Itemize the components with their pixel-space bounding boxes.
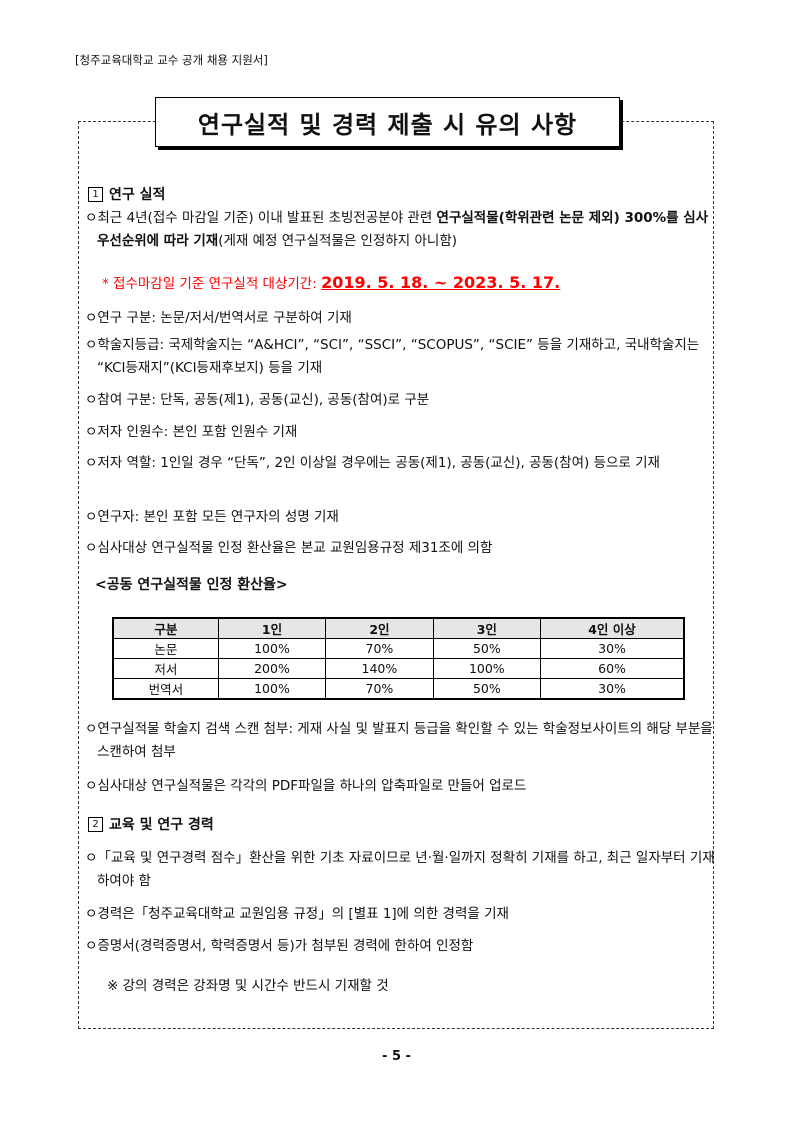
- cell: 30%: [540, 638, 685, 659]
- period-notice: * 접수마감일 기준 연구실적 대상기간: 2019. 5. 18. ~ 202…: [102, 272, 560, 292]
- lecture-note: ※ 강의 경력은 강좌명 및 시간수 반드시 기재할 것: [107, 978, 389, 994]
- list-item: ㅇ저자 인원수: 본인 포함 인원수 기재: [85, 424, 298, 440]
- list-item: ㅇ증명서(경력증명서, 학력증명서 등)가 첨부된 경력에 한하여 인정함: [85, 938, 474, 954]
- header-cell: 2인: [325, 617, 434, 639]
- notice-period: 2019. 5. 18. ~ 2023. 5. 17.: [321, 273, 561, 292]
- cell: 140%: [325, 658, 434, 679]
- list-item: ㅇ「교육 및 연구경력 점수」환산을 위한 기초 자료이므로 년·월·일까지 정…: [85, 850, 715, 889]
- notice-label: * 접수마감일 기준 연구실적 대상기간:: [102, 276, 322, 292]
- cell: 100%: [217, 638, 327, 659]
- cell: 70%: [325, 678, 434, 700]
- header-cell: 4인 이상: [540, 617, 685, 639]
- item-text: (게재 예정 연구실적물은 인정하지 아니함): [218, 233, 458, 249]
- cell: 저서: [112, 658, 219, 679]
- list-item: ㅇ심사대상 연구실적물 인정 환산율은 본교 교원임용규정 제31조에 의함: [85, 540, 493, 556]
- table-header-row: 구분 1인 2인 3인 4인 이상: [112, 617, 685, 639]
- page-title: 연구실적 및 경력 제출 시 유의 사항: [155, 97, 620, 147]
- cell: 30%: [540, 678, 685, 700]
- cell: 70%: [325, 638, 434, 659]
- header-cell: 1인: [217, 617, 327, 639]
- section-title: 연구 실적: [109, 187, 166, 203]
- item-bold-text: 연구실적물(학위관련 논문 제외) 300%를 심사 우선순위에 따라 기재: [97, 210, 709, 249]
- cell: 50%: [432, 638, 542, 659]
- header-cell: 3인: [432, 617, 542, 639]
- table-row: 저서 200% 140% 100% 60%: [112, 658, 685, 679]
- cell: 100%: [432, 658, 542, 679]
- list-item: ㅇ경력은「청주교육대학교 교원임용 규정」의 [별표 1]에 의한 경력을 기재: [85, 906, 509, 922]
- list-item: ㅇ연구자: 본인 포함 모든 연구자의 성명 기재: [85, 509, 339, 525]
- section-number: 2: [88, 816, 103, 832]
- table-caption: <공동 연구실적물 인정 환산율>: [95, 577, 288, 593]
- cell: 50%: [432, 678, 542, 700]
- list-item: ㅇ심사대상 연구실적물은 각각의 PDF파일을 하나의 압축파일로 만들어 업로…: [85, 778, 527, 794]
- list-item: ㅇ저자 역할: 1인일 경우 “단독”, 2인 이상일 경우에는 공동(제1),…: [85, 455, 660, 471]
- cell: 논문: [112, 638, 219, 659]
- section-title: 교육 및 연구 경력: [109, 817, 214, 833]
- table-row: 번역서 100% 70% 50% 30%: [112, 678, 685, 700]
- list-item: ㅇ연구 구분: 논문/저서/번역서로 구분하여 기재: [85, 310, 352, 326]
- document-header: [청주교육대학교 교수 공개 채용 지원서]: [75, 53, 268, 67]
- list-item: ㅇ연구실적물 학술지 검색 스캔 첨부: 게재 사실 및 발표지 등급을 확인할…: [85, 721, 713, 760]
- list-item: ㅇ참여 구분: 단독, 공동(제1), 공동(교신), 공동(참여)로 구분: [85, 392, 430, 408]
- cell: 200%: [217, 658, 327, 679]
- table-row: 논문 100% 70% 50% 30%: [112, 638, 685, 659]
- header-cell: 구분: [112, 617, 219, 639]
- cell: 60%: [540, 658, 685, 679]
- list-item: ㅇ학술지등급: 국제학술지는 “A&HCI”, “SCI”, “SSCI”, “…: [85, 337, 700, 376]
- list-item: ㅇ최근 4년(접수 마감일 기준) 이내 발표된 초빙전공분야 관련 연구실적물…: [85, 207, 725, 253]
- cell: 100%: [217, 678, 327, 700]
- section-heading-research: 1 연구 실적: [88, 184, 165, 204]
- page-number: - 5 -: [382, 1049, 411, 1064]
- cell: 번역서: [112, 678, 219, 700]
- section-heading-career: 2 교육 및 연구 경력: [88, 814, 214, 834]
- conversion-rate-table: 구분 1인 2인 3인 4인 이상 논문 100% 70% 50% 30% 저서 200% 140%…: [112, 617, 685, 700]
- item-text: ㅇ최근 4년(접수 마감일 기준) 이내 발표된 초빙전공분야 관련: [85, 210, 437, 226]
- section-number: 1: [88, 186, 103, 202]
